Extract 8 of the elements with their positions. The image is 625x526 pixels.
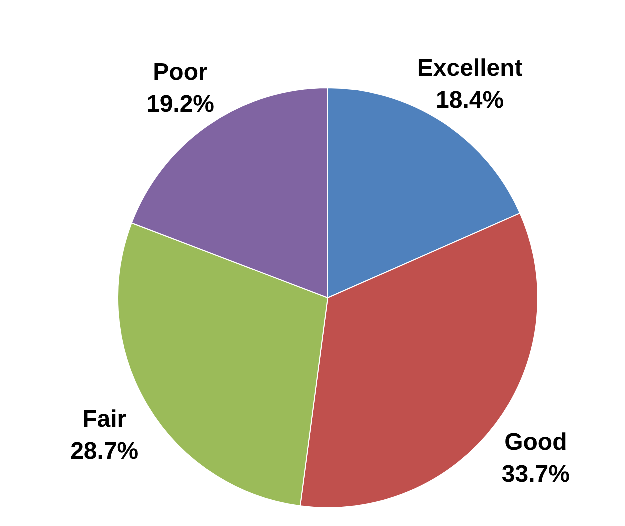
data-label: 28.7%: [70, 438, 139, 466]
data-label: 19.2%: [146, 90, 215, 118]
slice-label: Excellent: [417, 55, 523, 82]
data-label: 18.4%: [436, 87, 504, 114]
data-label: 33.7%: [502, 461, 570, 488]
slice-label: Poor: [153, 58, 208, 86]
slice-label: Fair: [82, 406, 127, 434]
slice-label: Good: [504, 429, 568, 456]
